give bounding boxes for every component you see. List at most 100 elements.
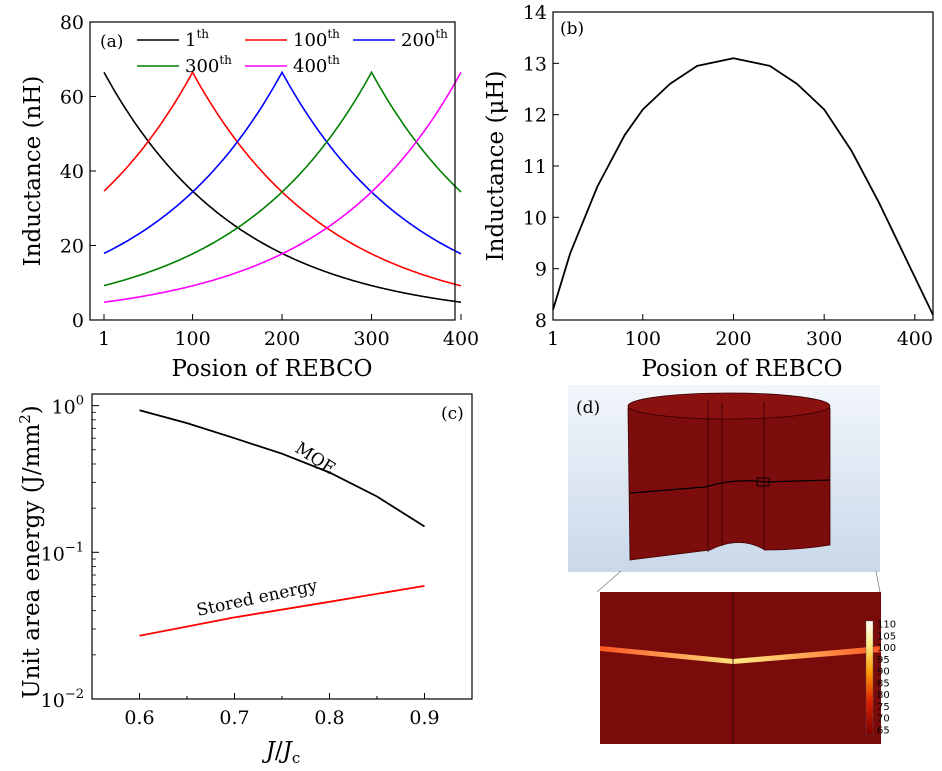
panel-a-x-axis-label: Posion of REBCO	[171, 356, 372, 382]
b-xtick-label-4: 400	[897, 328, 933, 350]
a-ytick-label-3: 60	[60, 87, 84, 109]
colorbar-tick-70: 70	[877, 714, 890, 725]
a-ytick-label-0: 0	[72, 310, 84, 332]
colorbar-tick-80: 80	[877, 690, 890, 701]
x-label-j: J	[262, 738, 277, 764]
colorbar-tick-105: 105	[877, 631, 896, 642]
a-legend-num-300: 300	[185, 56, 219, 77]
colorbar-tick-90: 90	[877, 667, 890, 678]
a-legend-sup-100: th	[327, 27, 340, 41]
panel-c-y-axis-label: Unit area energy (J/mm2)	[16, 405, 45, 699]
a-xtick-label-2: 200	[264, 328, 300, 350]
b-xtick-label-1: 100	[625, 328, 661, 350]
a-series-line-400	[103, 71, 462, 303]
a-legend-sup-300: th	[219, 53, 232, 67]
hot-band	[600, 646, 881, 664]
a-legend-label-100: 100th	[293, 27, 340, 51]
colorbar-tick-85: 85	[877, 678, 890, 689]
a-legend-num-100: 100	[293, 30, 327, 51]
b-xtick-label-3: 300	[806, 328, 842, 350]
a-series-line-1	[103, 71, 462, 303]
panel-b-frame	[552, 11, 934, 321]
a-legend-label-300: 300th	[185, 53, 232, 77]
c-xtick-label-1: 0.7	[219, 707, 249, 729]
colorbar-tick-100: 100	[877, 643, 896, 654]
colorbar-tick-75: 75	[877, 702, 890, 713]
b-xtick-label-0: 1	[547, 328, 559, 350]
b-ytick-label-0: 8	[535, 310, 547, 332]
c-ytick-base-0: 10	[52, 397, 76, 419]
c-ytick-label-0: 100	[52, 394, 84, 419]
b-ytick-label-6: 14	[523, 2, 547, 24]
panel-b-axes: 1 100 200 300 400 8 9 10 11 12 13 14	[523, 2, 933, 350]
panel-c-x-axis-label: J/Jc	[262, 738, 301, 767]
c-ytick-exp-1: −1	[65, 540, 84, 555]
b-ytick-label-3: 11	[523, 156, 547, 178]
c-ytick-exp-2: −2	[65, 687, 84, 702]
c-ytick-exp-0: 0	[76, 394, 84, 409]
panel-b-series-group	[552, 57, 934, 316]
cylinder-body	[627, 398, 831, 561]
y-label-sup: 2	[16, 414, 34, 424]
colorbar	[865, 620, 874, 736]
a-xtick-label-1: 100	[174, 328, 210, 350]
c-ytick-base-2: 10	[41, 690, 65, 712]
panel-d-label: (d)	[576, 398, 600, 418]
a-series-line-300	[103, 70, 462, 287]
c-series-line-0	[139, 409, 425, 528]
c-xtick-label-2: 0.8	[314, 707, 344, 729]
x-label-slash: /	[275, 738, 283, 764]
a-xtick-label-4: 400	[443, 328, 479, 350]
colorbar-tick-110: 110	[877, 620, 896, 631]
a-legend-num-200: 200	[401, 30, 435, 51]
panel-b-x-axis-label: Posion of REBCO	[641, 356, 842, 382]
colorbar-tick-95: 95	[877, 655, 890, 666]
a-xtick-label-3: 300	[353, 328, 389, 350]
c-ytick-label-1: 10−1	[41, 540, 84, 565]
a-ytick-label-4: 80	[60, 12, 84, 34]
panel-b-label: (b)	[560, 19, 584, 39]
a-xtick-label-0: 1	[98, 328, 110, 350]
b-xtick-label-2: 200	[715, 328, 751, 350]
a-ytick-label-1: 20	[60, 236, 84, 258]
panel-c-series-group	[139, 409, 425, 637]
panel-b: 1 100 200 300 400 8 9 10 11 12 13 14 (b) Posion of …	[483, 2, 934, 382]
panel-a-series-group	[103, 70, 462, 303]
a-legend-num-1: 1	[185, 30, 196, 51]
a-legend-num-400: 400	[293, 56, 327, 77]
b-ytick-label-4: 12	[523, 105, 547, 127]
y-label-main: Unit area energy (J/mm	[19, 424, 45, 699]
a-legend-label-1: 1th	[185, 27, 209, 51]
a-legend-sup-200: th	[435, 27, 448, 41]
zoom-box	[756, 477, 770, 487]
b-series-line	[552, 57, 934, 316]
y-label-end: )	[19, 405, 45, 414]
x-label-sub: c	[292, 749, 300, 767]
panel-a-axes: 1 100 200 300 400 0 20 40 60 80	[60, 12, 479, 350]
c-ytick-base-1: 10	[41, 543, 65, 565]
zoomed-view	[600, 592, 881, 744]
a-legend-label-200: 200th	[401, 27, 448, 51]
a-legend-label-400: 400th	[293, 53, 340, 77]
panel-c-label: (c)	[441, 404, 464, 424]
b-ytick-label-1: 9	[535, 259, 547, 281]
b-ytick-label-5: 13	[523, 53, 547, 75]
c-series-line-1	[139, 585, 425, 637]
tape-layer-line	[629, 479, 831, 494]
x-label-jc: J	[279, 738, 294, 764]
panel-a-label: (a)	[100, 32, 123, 52]
b-ytick-label-2: 10	[523, 207, 547, 229]
panel-b-y-axis-label: Inductance (μH)	[483, 71, 509, 262]
cylinder-top	[627, 392, 831, 420]
panel-c-frame	[91, 393, 473, 700]
a-legend-sup-400: th	[327, 53, 340, 67]
mqe-annotation: MQE	[291, 438, 339, 479]
a-series-line-200	[103, 70, 462, 255]
